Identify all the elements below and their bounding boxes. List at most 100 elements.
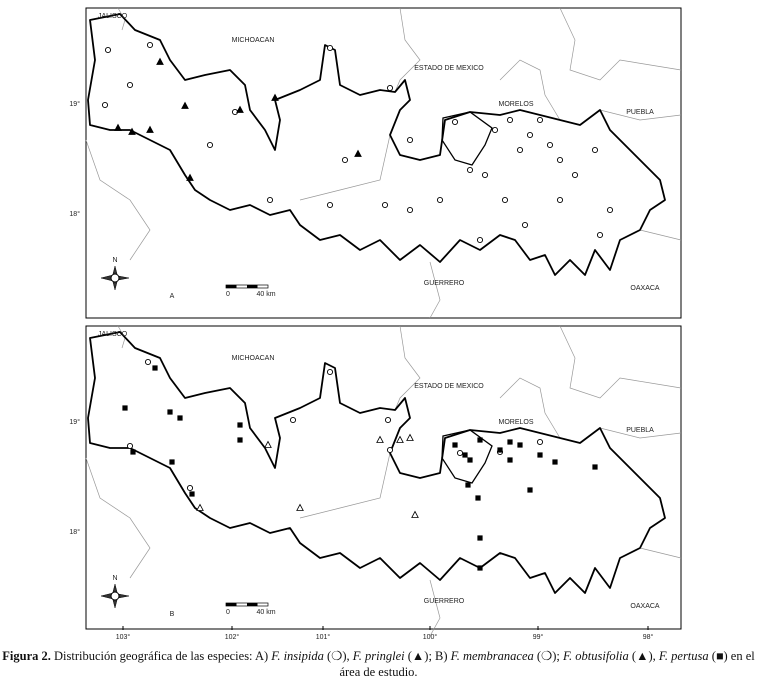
- record-circle: [406, 206, 414, 214]
- record-circle: [381, 201, 389, 209]
- latitude-label: 18°: [69, 210, 80, 218]
- study-area: [87, 13, 666, 276]
- record-square: [465, 482, 471, 488]
- longitude-label: 103°: [116, 633, 131, 641]
- state-label: GUERRERO: [424, 598, 465, 605]
- map-panel: JALISCO MICHOACAN ESTADO DE MEXICO MORELOS P…: [69, 325, 682, 637]
- record-circle: [386, 84, 394, 92]
- record-square: [537, 452, 543, 458]
- state-label: PUEBLA: [626, 109, 654, 116]
- caption-text: (▲),: [628, 649, 659, 663]
- longitude-label: 98°: [643, 633, 654, 641]
- panel-letter: B: [170, 611, 175, 618]
- record-circle: [206, 141, 214, 149]
- record-circle: [186, 484, 194, 492]
- record-square: [517, 442, 523, 448]
- record-circle: [146, 41, 154, 49]
- state-label: PUEBLA: [626, 427, 654, 434]
- record-circle: [326, 201, 334, 209]
- north-label: N: [112, 575, 117, 582]
- longitude-label: 101°: [316, 633, 331, 641]
- longitude-label: 102°: [225, 633, 240, 641]
- caption-text: (▲); B): [404, 649, 451, 663]
- record-triangle: [376, 435, 384, 443]
- state-boundary: [559, 7, 682, 81]
- record-circle: [546, 141, 554, 149]
- record-triangle: [146, 125, 154, 133]
- record-triangle: [411, 510, 419, 518]
- caption: Figura 2. Distribución geográfica de las…: [0, 648, 757, 680]
- record-circle: [526, 131, 534, 139]
- record-square: [130, 449, 136, 455]
- state-label: ESTADO DE MEXICO: [414, 383, 484, 390]
- record-circle: [144, 358, 152, 366]
- scale-label: 0: [226, 609, 230, 616]
- species: F. pringlei: [352, 649, 405, 663]
- record-circle: [384, 416, 392, 424]
- state-boundary: [394, 325, 421, 411]
- state-boundary: [85, 457, 151, 579]
- species: F. pertusa: [658, 649, 709, 663]
- record-square: [477, 565, 483, 571]
- morelos-boundary: [441, 111, 493, 166]
- state-boundary: [499, 59, 561, 121]
- record-circle: [591, 146, 599, 154]
- record-circle: [506, 116, 514, 124]
- state-boundary: [394, 7, 421, 93]
- species: F. insipida: [271, 649, 324, 663]
- record-square: [507, 439, 513, 445]
- state-boundary: [639, 229, 682, 241]
- record-square: [507, 457, 513, 463]
- record-circle: [101, 101, 109, 109]
- record-circle: [436, 196, 444, 204]
- record-triangle: [114, 123, 122, 131]
- scale-label: 0: [226, 291, 230, 298]
- record-circle: [386, 446, 394, 454]
- record-circle: [326, 368, 334, 376]
- species: F. membranacea: [450, 649, 534, 663]
- caption-text: (❍);: [533, 649, 564, 663]
- record-circle: [571, 171, 579, 179]
- record-square: [122, 405, 128, 411]
- caption-text: (■) en el área de estudio.: [339, 649, 755, 679]
- record-triangle: [396, 435, 404, 443]
- state-label: MICHOACAN: [232, 355, 275, 362]
- record-circle: [476, 236, 484, 244]
- caption-text: Distribución geográfica de las especies:…: [50, 649, 272, 663]
- record-triangle: [354, 149, 362, 157]
- record-circle: [466, 166, 474, 174]
- longitude-label: 99°: [533, 633, 544, 641]
- record-triangle: [406, 433, 414, 441]
- record-triangle: [236, 105, 244, 113]
- map-panel: JALISCO MICHOACAN ESTADO DE MEXICO MORELOS P…: [69, 7, 682, 319]
- record-triangle: [271, 93, 279, 101]
- figure: JALISCO MICHOACAN ESTADO DE MEXICO MORELOS P…: [69, 7, 682, 641]
- record-circle: [126, 81, 134, 89]
- record-circle: [126, 442, 134, 450]
- record-circle: [289, 416, 297, 424]
- compass-center: [110, 273, 120, 283]
- state-boundary: [599, 109, 682, 121]
- longitude-label: 100°: [423, 633, 438, 641]
- record-square: [497, 447, 503, 453]
- study-area: [87, 331, 666, 594]
- caption-text: (❍),: [323, 649, 353, 663]
- north-label: N: [112, 257, 117, 264]
- state-boundary: [85, 139, 151, 261]
- scale-label: 40 km: [256, 609, 275, 616]
- record-circle: [456, 449, 464, 457]
- record-circle: [606, 206, 614, 214]
- record-triangle: [264, 440, 272, 448]
- panel-frame: [85, 7, 682, 319]
- record-square: [169, 459, 175, 465]
- record-circle: [341, 156, 349, 164]
- state-label: OAXACA: [630, 285, 660, 292]
- record-square: [467, 457, 473, 463]
- record-square: [237, 437, 243, 443]
- state-boundary: [559, 325, 682, 399]
- record-square: [189, 491, 195, 497]
- state-label: MORELOS: [498, 101, 533, 108]
- caption-label: Figura 2.: [2, 649, 51, 663]
- state-label: JALISCO: [98, 13, 128, 20]
